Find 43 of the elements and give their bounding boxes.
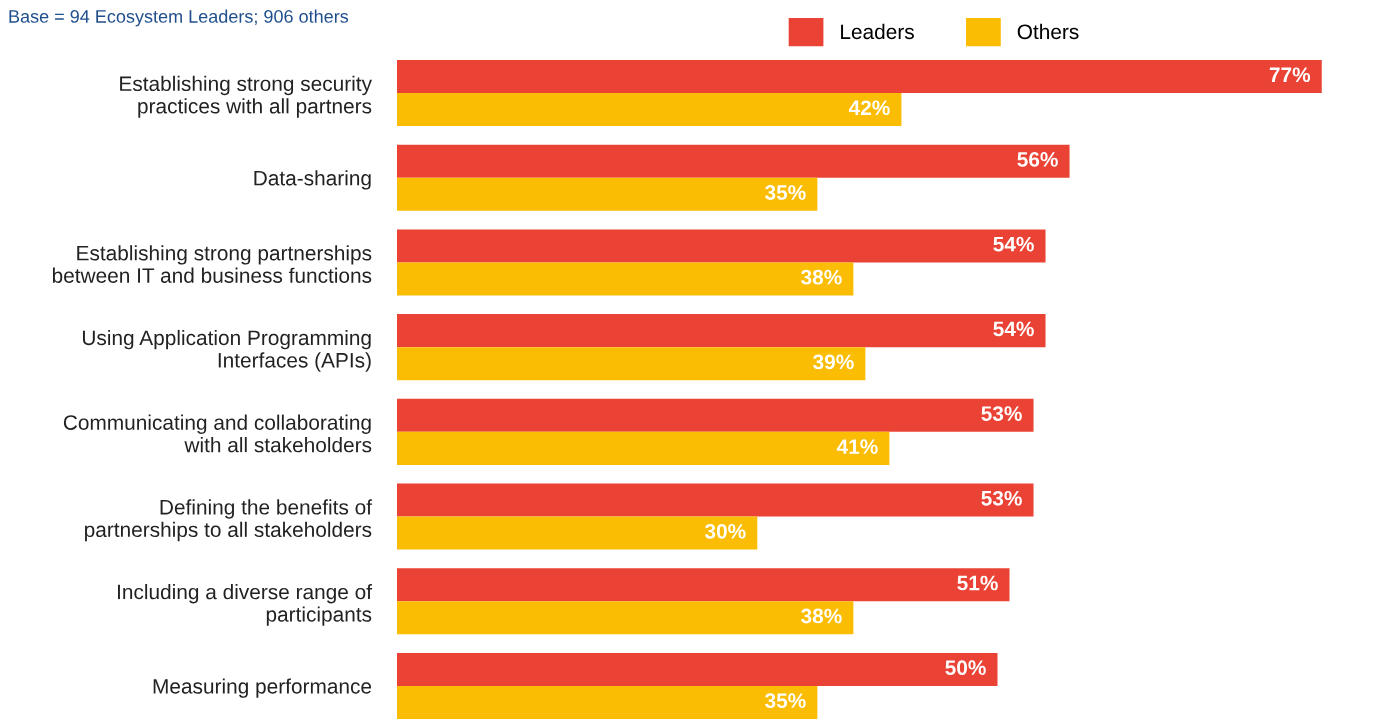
- y-tick-label: Establishing strong partnerships between IT and business functions: [52, 245, 372, 283]
- data-label: 50%: [945, 660, 986, 676]
- text: Base = 94 Ecosystem Leaders; 906 others: [9, 9, 349, 27]
- data-label: 51%: [957, 575, 998, 591]
- data-label: 53%: [981, 490, 1022, 506]
- bar: [397, 431, 890, 465]
- data-label: 54%: [993, 236, 1034, 252]
- legend-label: Others: [1017, 23, 1079, 40]
- data-label: 42%: [848, 100, 890, 116]
- bar: [397, 601, 854, 635]
- data-label: 56%: [1017, 152, 1058, 167]
- y-tick-label: Establishing strong security practices with all partners: [120, 75, 372, 118]
- data-label: 77%: [1269, 67, 1311, 83]
- data-label: 39%: [813, 354, 854, 370]
- legend-label: Leaders: [841, 23, 914, 40]
- bar: [397, 144, 1070, 178]
- bar: [397, 314, 1046, 348]
- data-label: 38%: [801, 608, 842, 624]
- data-label: 41%: [836, 439, 878, 454]
- data-label: 53%: [981, 406, 1022, 421]
- y-tick-label: Communicating and collaborating with all stakeholders: [63, 414, 372, 453]
- bar: [397, 516, 758, 550]
- data-label: 35%: [765, 693, 806, 709]
- data-label: 30%: [704, 523, 746, 539]
- data-label: 35%: [765, 185, 806, 200]
- bar: [397, 60, 1322, 94]
- bar: [397, 262, 854, 296]
- data-label: 54%: [993, 321, 1034, 337]
- bar: [397, 398, 1034, 432]
- bar: [397, 347, 866, 381]
- bar: [397, 177, 818, 211]
- y-tick-label: Using Application Programming Interfaces (APIs): [82, 329, 371, 372]
- bar: [397, 685, 818, 719]
- bar: [397, 93, 902, 127]
- y-tick-label: Measuring performance: [153, 678, 372, 698]
- bar: [397, 483, 1034, 517]
- y-tick-label: Including a diverse range of participants: [117, 584, 373, 626]
- bar: [397, 652, 998, 686]
- bar: [397, 568, 1010, 602]
- bar: [397, 229, 1046, 263]
- data-label: 38%: [801, 269, 842, 285]
- y-tick-label: Data-sharing: [254, 170, 371, 190]
- y-tick-label: Defining the benefits of partnerships to all stakeholders: [85, 499, 373, 542]
